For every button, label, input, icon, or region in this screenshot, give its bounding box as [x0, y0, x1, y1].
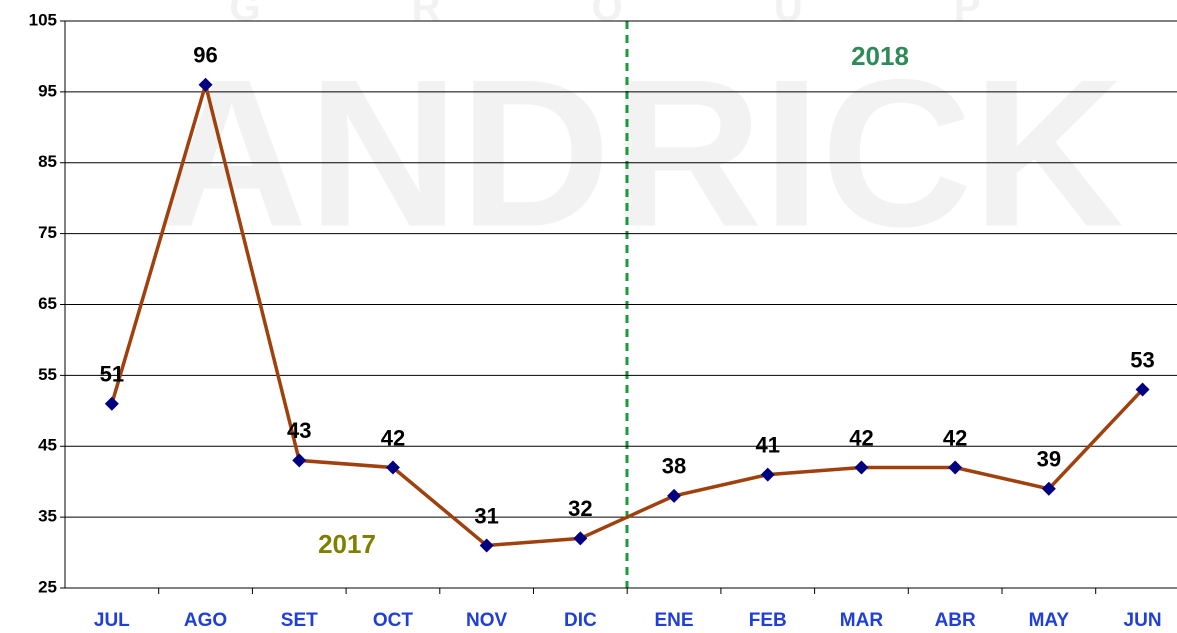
y-tick-label: 95 — [38, 81, 57, 100]
annotation: 2017 — [318, 529, 376, 559]
data-label: 51 — [100, 362, 124, 387]
marker — [479, 538, 494, 553]
y-tick-label: 105 — [29, 10, 57, 29]
marker — [573, 531, 588, 546]
data-label: 42 — [849, 425, 873, 450]
y-tick-label: 85 — [38, 152, 57, 171]
watermark: ANDRICK — [156, 35, 1124, 270]
marker — [1135, 382, 1150, 397]
marker — [292, 453, 307, 468]
x-tick-label: JUN — [1124, 610, 1162, 631]
y-tick-label: 75 — [38, 223, 57, 242]
x-tick-label: MAR — [840, 610, 884, 631]
marker — [198, 77, 213, 92]
x-tick-label: NOV — [466, 610, 508, 631]
data-label: 38 — [662, 454, 686, 479]
data-label: 32 — [568, 496, 592, 521]
x-tick-label: JUL — [94, 610, 130, 631]
data-label: 42 — [381, 425, 405, 450]
y-tick-label: 25 — [38, 577, 57, 596]
y-tick-label: 65 — [38, 294, 57, 313]
x-tick-label: SET — [281, 610, 318, 631]
marker — [760, 467, 775, 482]
marker — [948, 460, 963, 475]
data-label: 31 — [474, 503, 498, 528]
y-tick-label: 45 — [38, 436, 57, 455]
marker — [667, 488, 682, 503]
x-tick-label: ENE — [655, 610, 694, 631]
data-label: 53 — [1130, 347, 1154, 372]
y-tick-label: 55 — [38, 365, 57, 384]
x-tick-label: MAY — [1029, 610, 1070, 631]
data-label: 96 — [193, 43, 217, 68]
marker — [385, 460, 400, 475]
marker — [854, 460, 869, 475]
x-tick-label: FEB — [749, 610, 787, 631]
data-label: 43 — [287, 418, 311, 443]
data-label: 42 — [943, 425, 967, 450]
watermark-sub: G R O U P — [229, 0, 1050, 30]
marker — [1041, 481, 1056, 496]
data-label: 39 — [1037, 447, 1061, 472]
y-tick-label: 35 — [38, 507, 57, 526]
x-tick-label: OCT — [373, 610, 414, 631]
annotation: 2018 — [851, 41, 909, 71]
x-tick-label: ABR — [935, 610, 976, 631]
series-line — [110, 78, 1144, 548]
x-tick-label: DIC — [564, 610, 597, 631]
marker — [104, 396, 119, 411]
data-label: 41 — [756, 432, 780, 457]
x-tick-label: AGO — [184, 610, 227, 631]
